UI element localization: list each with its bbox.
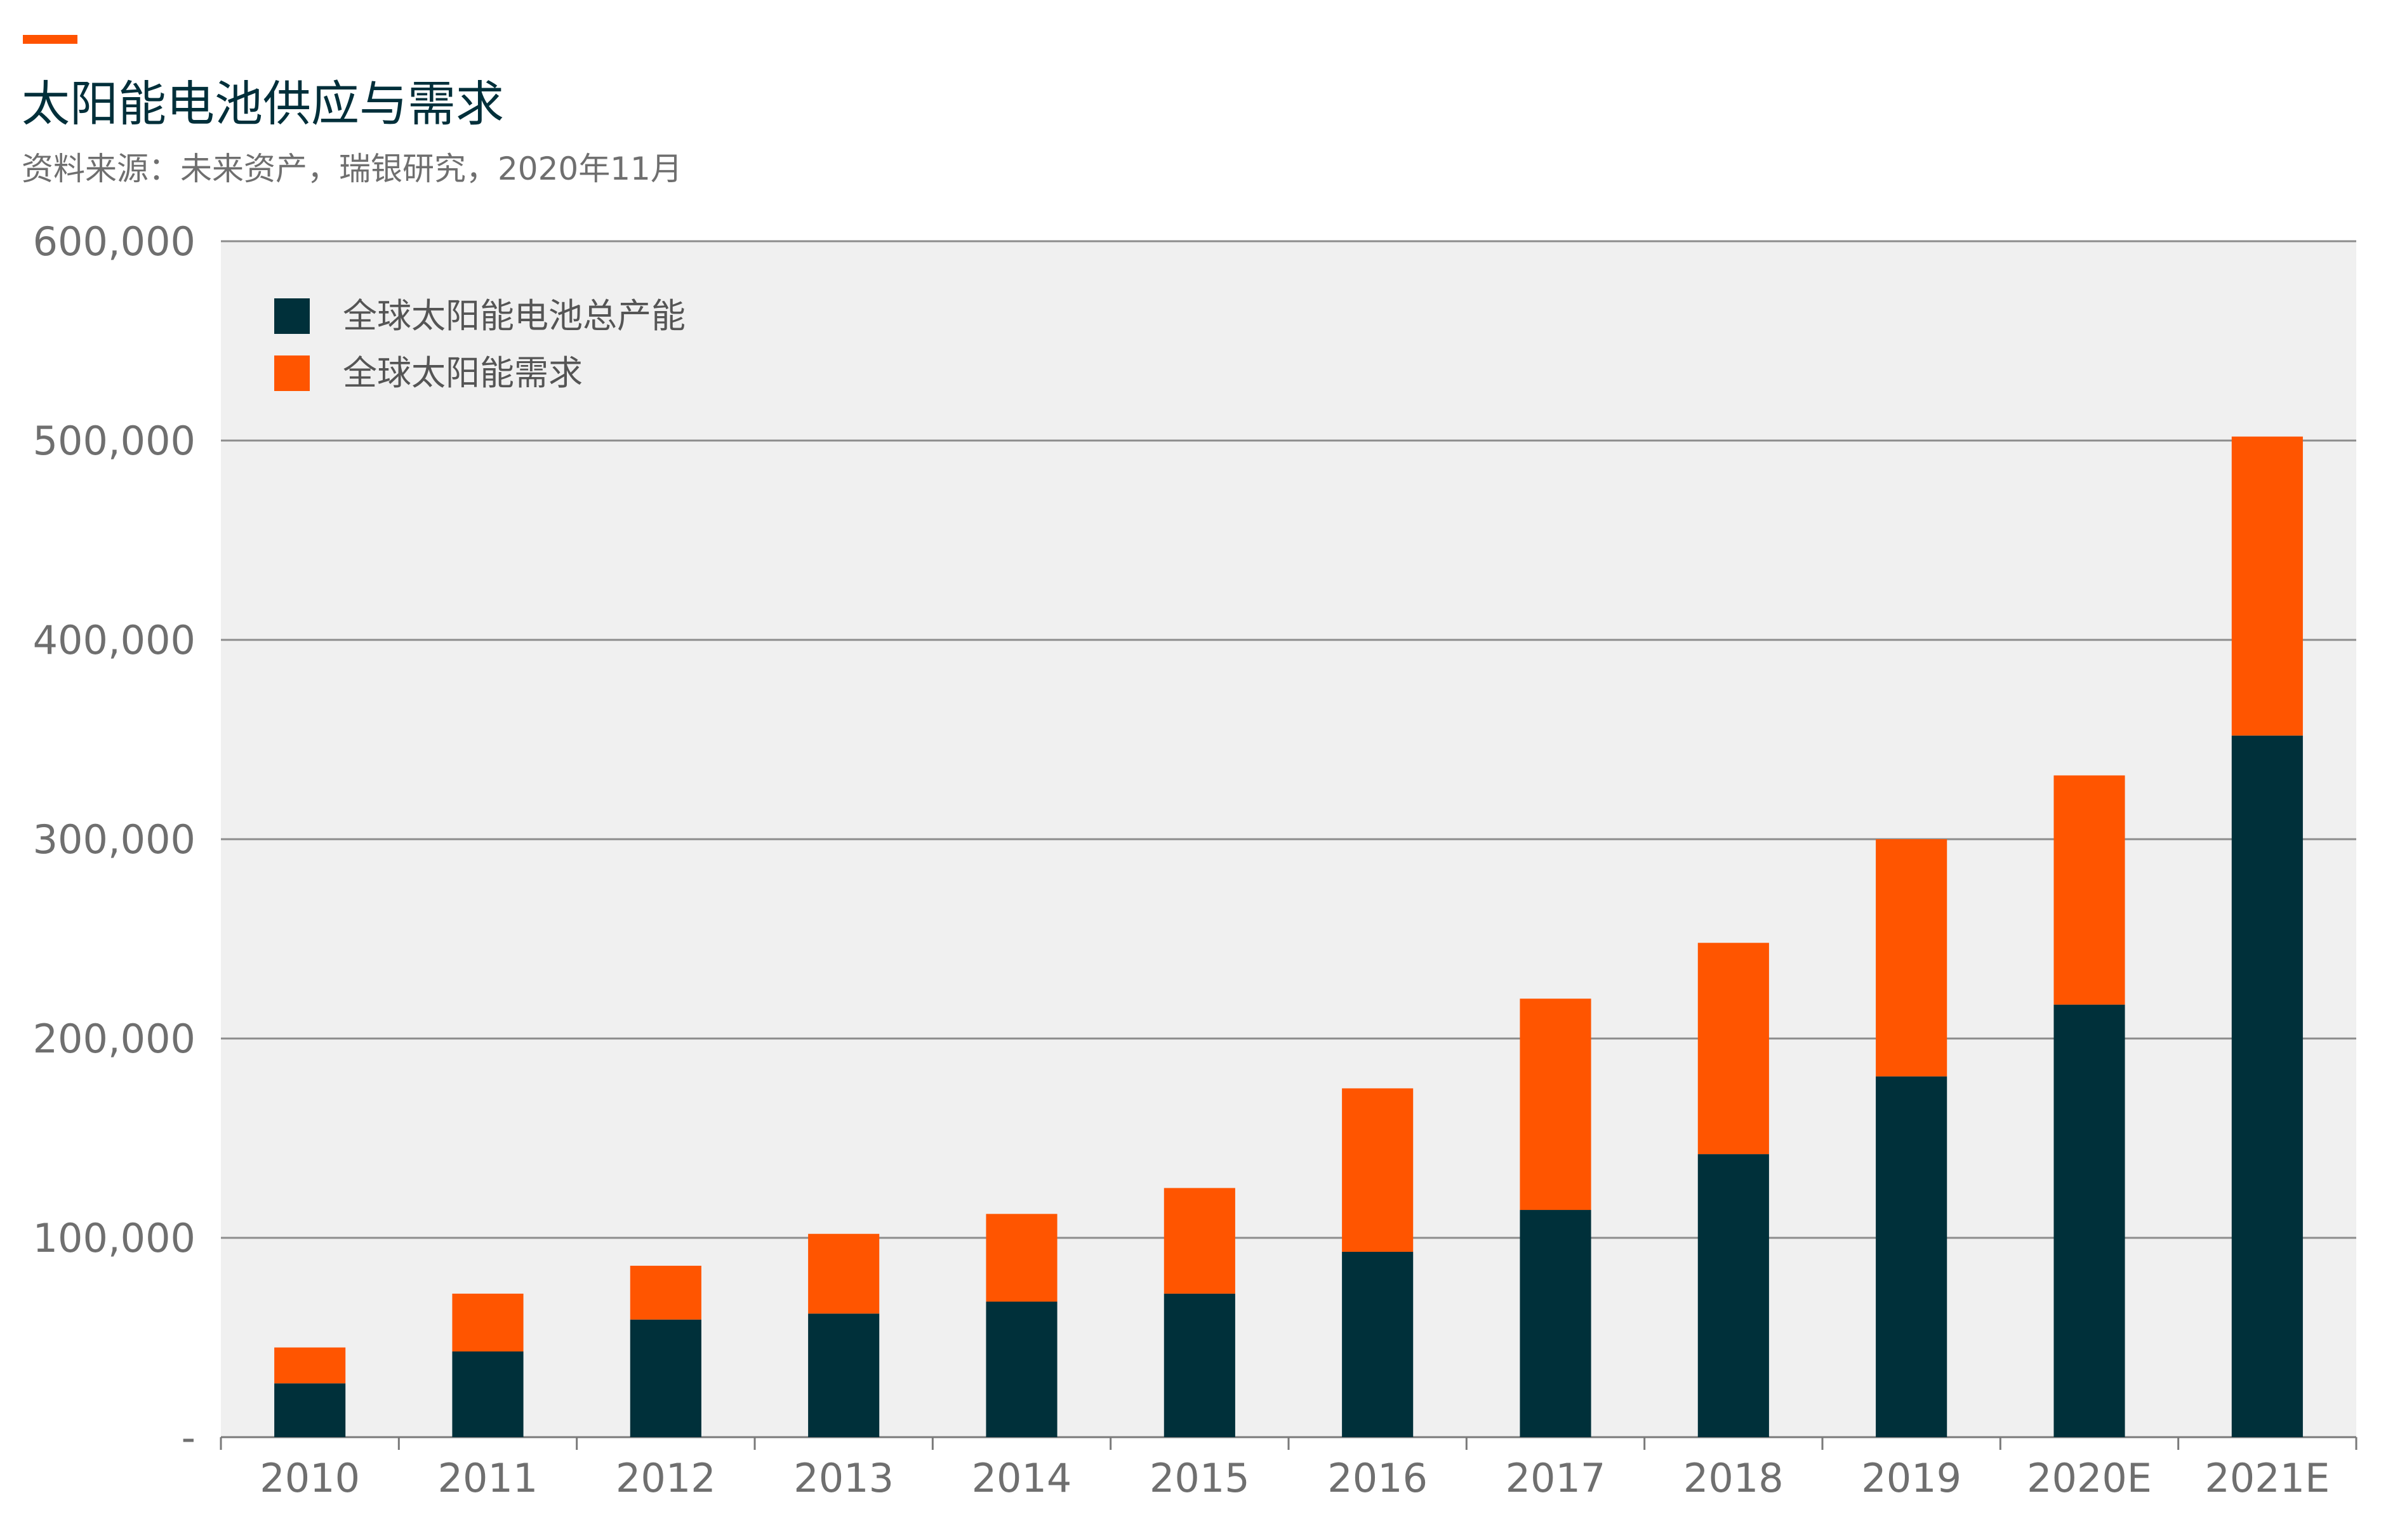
- y-tick-label: 500,000: [33, 418, 196, 464]
- x-tick-label: 2014: [972, 1455, 1072, 1501]
- y-tick-label: -: [182, 1414, 196, 1461]
- bar-demand-2015: [1164, 1188, 1235, 1294]
- bar-demand-2018: [1697, 943, 1769, 1155]
- bar-demand-2017: [1520, 999, 1591, 1211]
- bar-capacity-2019: [1876, 1076, 1947, 1437]
- bar-capacity-2020E: [2053, 1004, 2125, 1437]
- y-tick-label: 300,000: [33, 816, 196, 863]
- chart-title: 太阳能电池供应与需求: [22, 76, 504, 132]
- x-tick-label: 2011: [438, 1455, 538, 1501]
- bar-capacity-2010: [274, 1383, 346, 1437]
- legend-swatch-capacity: [274, 298, 310, 334]
- bar-demand-2016: [1342, 1088, 1414, 1252]
- bar-capacity-2018: [1697, 1154, 1769, 1437]
- accent-bar: [23, 35, 77, 44]
- bar-capacity-2014: [986, 1301, 1058, 1437]
- legend-label-capacity: 全球太阳能电池总产能: [343, 296, 686, 336]
- x-tick-label: 2013: [793, 1455, 894, 1501]
- bar-demand-2010: [274, 1347, 346, 1384]
- bar-capacity-2013: [808, 1313, 880, 1437]
- bar-capacity-2017: [1520, 1210, 1591, 1437]
- source-note: 资料来源：未来资产，瑞银研究，2020年11月: [22, 150, 682, 187]
- bar-demand-2019: [1876, 839, 1947, 1077]
- x-tick-label: 2021E: [2205, 1455, 2330, 1501]
- y-tick-label: 600,000: [33, 218, 196, 265]
- y-tick-label: 100,000: [33, 1215, 196, 1261]
- x-tick-label: 2017: [1506, 1455, 1606, 1501]
- legend-label-demand: 全球太阳能需求: [343, 353, 583, 393]
- bar-demand-2011: [452, 1293, 524, 1351]
- x-tick-label: 2012: [616, 1455, 716, 1501]
- x-tick-label: 2018: [1683, 1455, 1784, 1501]
- x-tick-label: 2020E: [2027, 1455, 2152, 1501]
- bar-demand-2012: [630, 1265, 701, 1320]
- bar-capacity-2016: [1342, 1251, 1414, 1437]
- bar-capacity-2021E: [2231, 735, 2303, 1437]
- bar-demand-2020E: [2053, 775, 2125, 1005]
- legend-swatch-demand: [274, 355, 310, 391]
- y-tick-label: 200,000: [33, 1016, 196, 1062]
- x-tick-label: 2019: [1861, 1455, 1961, 1501]
- bar-demand-2013: [808, 1233, 880, 1314]
- y-tick-label: 400,000: [33, 617, 196, 663]
- bar-capacity-2012: [630, 1319, 701, 1437]
- bar-capacity-2011: [452, 1351, 524, 1437]
- bar-demand-2021E: [2231, 436, 2303, 736]
- bar-demand-2014: [986, 1214, 1058, 1302]
- x-tick-label: 2015: [1150, 1455, 1250, 1501]
- x-tick-label: 2010: [260, 1455, 360, 1501]
- bar-capacity-2015: [1164, 1293, 1235, 1437]
- x-tick-label: 2016: [1327, 1455, 1428, 1501]
